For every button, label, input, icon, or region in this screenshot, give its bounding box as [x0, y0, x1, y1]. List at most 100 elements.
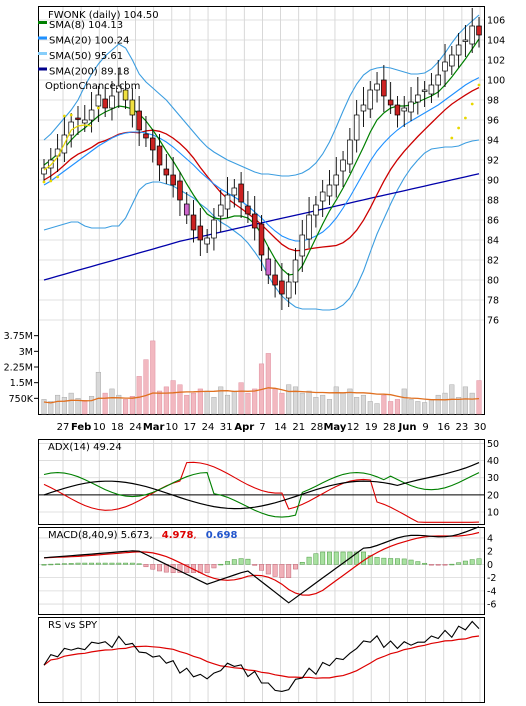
price-tick-label: 92	[487, 156, 499, 167]
macd-histogram-bar	[442, 564, 448, 566]
x-tick-label: 28	[383, 422, 396, 433]
volume-bar	[197, 388, 203, 415]
adx-label: ADX(14) 49.24	[48, 442, 122, 453]
volume-bar	[388, 401, 394, 415]
price-tick-label: 82	[487, 256, 499, 267]
volume-bar	[408, 399, 414, 415]
volume-bar	[95, 371, 101, 415]
volume-bar	[299, 392, 305, 415]
volume-bar	[89, 395, 95, 415]
price-tick-label: 76	[487, 316, 499, 327]
macd-histogram-bar	[408, 559, 414, 565]
candle-body	[306, 214, 312, 240]
candle-body	[469, 25, 475, 45]
macd-signal-value: 4.978	[162, 530, 194, 541]
price-tick-label: 102	[487, 56, 505, 67]
x-tick-label: 10	[93, 422, 106, 433]
macd-histogram-bar	[381, 557, 387, 565]
psar-dot	[470, 102, 474, 106]
volume-tick-label: 750K	[9, 394, 34, 405]
macd-histogram-bar	[123, 562, 129, 565]
psar-dot	[450, 136, 454, 140]
macd-histogram-bar	[231, 559, 237, 565]
candle-body	[122, 89, 129, 101]
macd-histogram-bar	[211, 564, 217, 569]
candle-body	[381, 79, 387, 97]
candle-body	[347, 139, 353, 165]
x-tick-label: 12	[347, 422, 360, 433]
psar-dot	[96, 106, 100, 110]
macd-histogram-bar	[272, 564, 278, 577]
watermark: OptionChance.com	[45, 81, 140, 92]
candle-body	[82, 119, 88, 124]
macd-histogram-bar	[75, 562, 81, 565]
x-tick-label: 7	[259, 422, 265, 433]
price-tick-label: 84	[487, 236, 499, 247]
candle-body	[258, 223, 265, 256]
volume-bar	[170, 380, 176, 415]
candle-body	[367, 89, 374, 110]
x-tick-label: 28	[310, 422, 323, 433]
legend-entry: SMA(8) 104.13	[49, 20, 123, 31]
volume-bar	[360, 394, 367, 415]
macd-histogram-bar	[218, 563, 224, 566]
macd-histogram-bar	[150, 564, 156, 570]
macd-tick-label: 2	[487, 547, 493, 558]
volume-bar	[123, 399, 129, 415]
volume-bar	[333, 386, 339, 415]
volume-bar	[102, 392, 108, 415]
chart-title: FWONK (daily) 104.50	[48, 10, 159, 21]
volume-bar	[292, 386, 299, 415]
macd-histogram-bar	[313, 553, 319, 565]
macd-histogram-bar	[95, 562, 101, 565]
volume-bar	[252, 388, 258, 415]
volume-bar	[245, 392, 251, 415]
macd-histogram-bar	[367, 555, 373, 565]
volume-bar	[442, 392, 448, 415]
volume-bar	[231, 390, 237, 415]
candle-body	[285, 281, 292, 299]
macd-histogram-bar	[306, 556, 312, 565]
candle-body	[333, 174, 340, 186]
adx-tick-label: 20	[487, 490, 499, 501]
volume-bar	[456, 397, 462, 415]
macd-histogram-bar	[279, 564, 285, 578]
macd-histogram-bar	[476, 558, 482, 565]
candle-body	[313, 204, 319, 216]
macd-tick-label: -2	[487, 573, 496, 584]
macd-histogram-bar	[89, 562, 95, 565]
candle-body	[292, 259, 299, 283]
candle-body	[415, 94, 421, 103]
macd-histogram-bar	[394, 558, 400, 565]
macd-label: MACD(8,40,9) 5.673, 4.978, 0.698	[48, 530, 237, 541]
volume-bar	[116, 394, 122, 415]
macd-histogram-bar	[299, 561, 305, 565]
macd-histogram-bar	[293, 564, 298, 570]
legend-swatch	[38, 67, 47, 71]
candle-body	[190, 214, 197, 231]
macd-histogram-bar	[462, 560, 468, 565]
x-tick-label: 24	[129, 422, 142, 433]
x-tick-label: 14	[274, 422, 287, 433]
volume-average-line	[43, 387, 480, 404]
macd-histogram-bar	[422, 562, 428, 565]
macd-histogram-bar	[320, 551, 326, 565]
x-tick-label: 16	[437, 422, 450, 433]
volume-bar	[184, 394, 190, 415]
volume-bar	[204, 390, 210, 415]
candle-body	[156, 145, 163, 166]
volume-bar	[82, 400, 88, 415]
volume-bar	[374, 403, 380, 415]
volume-bar	[469, 392, 475, 415]
legend: SMA(8) 104.13 SMA(20) 100.24 SMA(50) 95.61…	[38, 20, 130, 78]
volume-bar	[347, 388, 353, 415]
candle-body	[177, 180, 183, 201]
candle-body	[204, 237, 210, 245]
rs-line	[43, 620, 480, 692]
candle-body	[326, 184, 333, 197]
volume-bar	[218, 386, 224, 415]
volume-bar	[238, 382, 244, 415]
volume-bar	[190, 392, 197, 415]
psar-dot	[69, 113, 73, 117]
psar-dot	[62, 114, 66, 118]
